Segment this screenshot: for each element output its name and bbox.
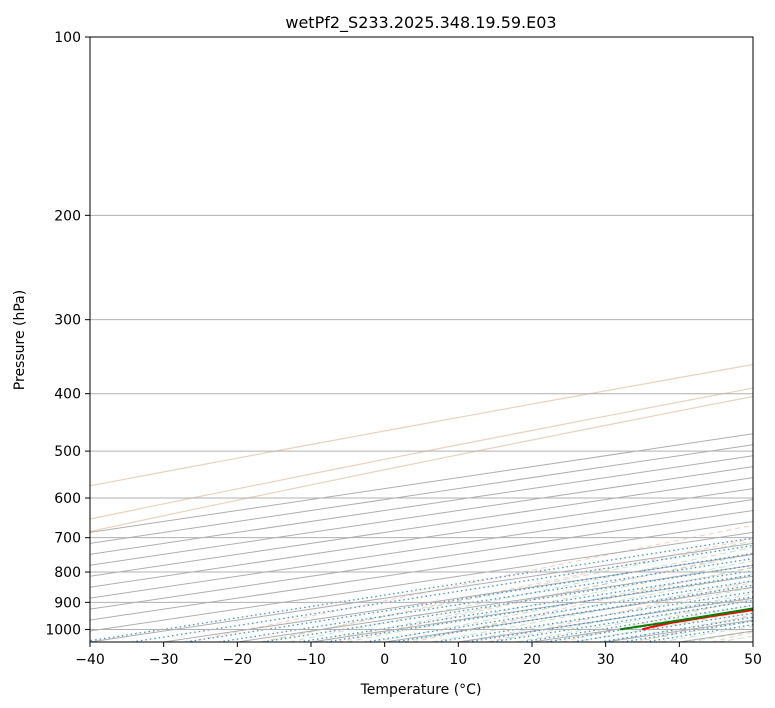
reference-curve [90,395,753,533]
y-tick-label: 300 [54,313,81,329]
dry-adiabat [636,614,753,642]
x-tick-label: 40 [670,652,688,668]
y-axis-title: Pressure (hPa) [12,290,28,390]
isotherm [752,641,753,642]
mixing-ratio-line [572,612,753,642]
moist-adiabat [544,604,753,642]
isotherm [90,488,753,588]
isotherm [90,466,753,566]
y-tick-label: 600 [54,491,81,507]
x-tick-label: −20 [223,652,253,668]
y-tick-label: 800 [54,565,81,581]
moist-adiabat [459,587,753,642]
isotherm [458,597,753,642]
mixing-ratio-line [492,599,753,642]
y-tick-label: 700 [54,531,81,547]
moist-adiabat [488,593,753,642]
moist-adiabat [346,560,753,642]
plot-frame [89,36,754,643]
moist-adiabat [573,610,753,642]
dry-adiabat [263,538,753,642]
chart-title: wetPf2_S233.2025.348.19.59.E03 [285,13,556,33]
y-tick-label: 1000 [45,622,81,638]
temperature-profile-line [641,608,753,631]
isotherm [90,455,753,555]
y-tick-label: 200 [54,208,81,224]
x-tick-label: 30 [597,652,615,668]
background-reference-lines [90,363,753,642]
isotherm [90,531,753,632]
isotherm [90,542,753,642]
mixing-ratio-line [218,557,753,642]
isotherm [90,477,753,577]
x-tick-label: 50 [744,652,762,668]
mixing-ratio-line [299,570,753,642]
y-tick-label: 900 [54,595,81,611]
isotherm [90,499,753,599]
y-tick-label: 100 [54,30,81,46]
x-tick-label: −30 [149,652,179,668]
y-tick-label: 400 [54,387,81,403]
dry-adiabat [562,597,753,642]
dry-adiabat [487,581,753,642]
isotherm [237,564,753,642]
mixing-ratio-line [90,537,753,642]
axes: −40 −30 −20 −10 0 10 20 30 40 50 100 200 300 400 500 60… [45,30,762,668]
x-axis-title: Temperature (°C) [360,682,482,698]
isotherm [90,520,753,621]
pressure-gridlines [90,37,753,630]
isotherm [679,630,753,642]
x-tick-label: 0 [380,652,389,668]
y-tick-label: 500 [54,444,81,460]
moist-adiabat [403,573,753,642]
isotherm [384,586,753,642]
mixing-ratio-line [467,596,753,642]
reference-curve [90,363,753,487]
dry-adiabat [412,566,753,642]
moist-adiabat [431,580,753,642]
x-tick-label: −10 [296,652,326,668]
isotherm [90,509,753,610]
x-tick-label: 10 [449,652,467,668]
moist-adiabat [718,635,753,642]
moist-adiabat [317,553,753,642]
moist-adiabat [289,546,753,642]
isotherm [531,608,753,642]
mixing-ratio-line [521,604,753,642]
isotherm [90,433,753,533]
mixing-ratio-line [131,544,753,642]
dry-adiabat [711,631,753,642]
x-tick-label: −40 [75,652,105,668]
x-tick-label: 20 [523,652,541,668]
reference-curve [90,387,753,520]
isotherm [90,444,753,544]
moist-adiabat [660,625,753,642]
